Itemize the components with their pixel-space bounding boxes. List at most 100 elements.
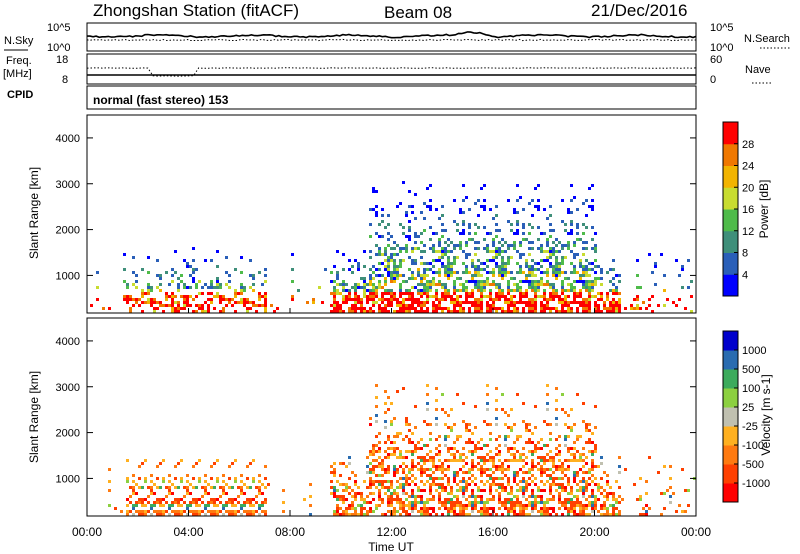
- range-cell: [555, 295, 558, 298]
- range-cell: [507, 513, 510, 516]
- range-cell: [150, 286, 153, 289]
- range-cell: [156, 274, 159, 277]
- range-cell: [540, 247, 543, 250]
- range-cell: [369, 453, 372, 456]
- range-cell: [258, 513, 261, 516]
- range-cell: [438, 435, 441, 438]
- range-cell: [465, 280, 468, 283]
- range-cell: [594, 301, 597, 304]
- range-cell: [474, 280, 477, 283]
- range-cell: [468, 208, 471, 211]
- range-cell: [411, 450, 414, 453]
- range-cell: [213, 486, 216, 489]
- range-cell: [513, 423, 516, 426]
- range-cell: [246, 465, 249, 468]
- range-cell: [384, 298, 387, 301]
- range-cell: [435, 298, 438, 301]
- range-cell: [681, 268, 684, 271]
- range-cell: [480, 498, 483, 501]
- range-cell: [519, 513, 522, 516]
- range-cell: [435, 477, 438, 480]
- range-cell: [492, 465, 495, 468]
- range-cell: [252, 459, 255, 462]
- range-cell: [501, 310, 504, 313]
- range-cell: [222, 513, 225, 516]
- range-cell: [537, 486, 540, 489]
- range-cell: [435, 399, 438, 402]
- range-cell: [525, 456, 528, 459]
- power-heatmap: [90, 181, 693, 313]
- range-cell: [369, 307, 372, 310]
- range-cell: [576, 223, 579, 226]
- range-cell: [606, 495, 609, 498]
- range-cell: [588, 441, 591, 444]
- range-cell: [471, 432, 474, 435]
- range-cell: [237, 501, 240, 504]
- range-cell: [522, 471, 525, 474]
- range-cell: [195, 310, 198, 313]
- range-cell: [411, 468, 414, 471]
- range-cell: [510, 453, 513, 456]
- range-cell: [177, 289, 180, 292]
- range-cell: [576, 271, 579, 274]
- range-cell: [390, 402, 393, 405]
- noise-left-tick-top: 10^5: [47, 22, 71, 34]
- range-cell: [582, 477, 585, 480]
- range-cell: [423, 229, 426, 232]
- range-cell: [393, 498, 396, 501]
- range-cell: [384, 226, 387, 229]
- range-cell: [408, 256, 411, 259]
- range-cell: [468, 253, 471, 256]
- range-cell: [420, 292, 423, 295]
- range-cell: [387, 468, 390, 471]
- range-cell: [381, 298, 384, 301]
- range-cell: [528, 450, 531, 453]
- range-cell: [195, 504, 198, 507]
- range-cell: [372, 304, 375, 307]
- range-cell: [447, 498, 450, 501]
- range-cell: [636, 295, 639, 298]
- range-cell: [558, 507, 561, 510]
- range-cell: [291, 253, 294, 256]
- range-cell: [261, 295, 264, 298]
- range-cell: [507, 450, 510, 453]
- range-cell: [369, 289, 372, 292]
- range-cell: [402, 504, 405, 507]
- range-cell: [426, 507, 429, 510]
- range-cell: [582, 480, 585, 483]
- range-cell: [465, 268, 468, 271]
- range-cell: [129, 501, 132, 504]
- range-cell: [555, 307, 558, 310]
- range-cell: [126, 513, 129, 516]
- range-cell: [564, 504, 567, 507]
- range-cell: [573, 301, 576, 304]
- range-cell: [516, 471, 519, 474]
- range-cell: [591, 262, 594, 265]
- range-cell: [348, 504, 351, 507]
- colorbar-swatch: [723, 388, 738, 408]
- range-cell: [342, 268, 345, 271]
- range-cell: [144, 510, 147, 513]
- range-cell: [465, 256, 468, 259]
- range-cell: [501, 250, 504, 253]
- range-cell: [549, 498, 552, 501]
- range-cell: [465, 498, 468, 501]
- range-cell: [549, 262, 552, 265]
- range-cell: [567, 468, 570, 471]
- range-cell: [555, 483, 558, 486]
- range-cell: [486, 244, 489, 247]
- range-cell: [522, 238, 525, 241]
- range-cell: [552, 507, 555, 510]
- range-cell: [561, 304, 564, 307]
- range-cell: [177, 501, 180, 504]
- range-cell: [453, 507, 456, 510]
- range-cell: [612, 504, 615, 507]
- range-cell: [606, 510, 609, 513]
- range-cell: [510, 510, 513, 513]
- range-cell: [492, 459, 495, 462]
- range-cell: [510, 426, 513, 429]
- range-cell: [189, 501, 192, 504]
- range-cell: [390, 259, 393, 262]
- range-cell: [387, 223, 390, 226]
- range-cell: [459, 244, 462, 247]
